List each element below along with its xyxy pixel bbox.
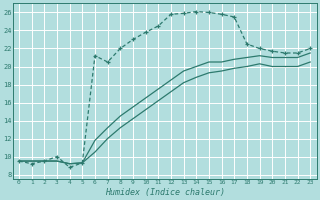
X-axis label: Humidex (Indice chaleur): Humidex (Indice chaleur) <box>105 188 225 197</box>
